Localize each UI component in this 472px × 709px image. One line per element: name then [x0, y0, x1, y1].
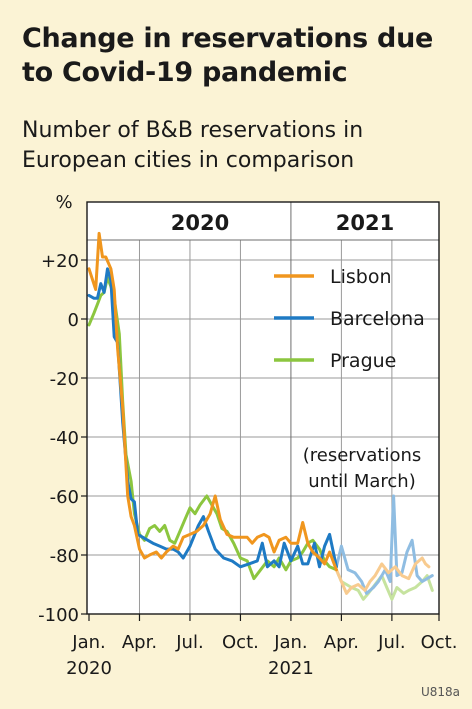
chart-subtitle: Number of B&B reservations in European c…	[22, 118, 364, 173]
y-tick-label: -20	[50, 369, 79, 390]
y-tick-label: -100	[38, 605, 79, 626]
x-tick-label: Oct.	[421, 632, 458, 653]
period-header: 2020 2021	[87, 211, 439, 241]
x-year-label: 2020	[66, 658, 112, 679]
x-tick-label: Oct.	[222, 632, 259, 653]
x-tick-label: Apr.	[324, 632, 359, 653]
x-tick-label: Jul.	[377, 632, 405, 653]
plot-frame	[86, 201, 440, 615]
stamp-code: U818a	[420, 685, 460, 699]
y-axis-label: %	[55, 192, 72, 213]
x-year-label: 2021	[268, 658, 314, 679]
legend: Lisbon Barcelona Prague	[274, 266, 425, 372]
x-tick-label: Apr.	[122, 632, 157, 653]
series-line-lisbon	[87, 231, 338, 572]
y-tick-label: -40	[50, 428, 79, 449]
legend-label-lisbon: Lisbon	[330, 266, 392, 288]
x-tick-label: Jul.	[175, 632, 203, 653]
axes: % -100 -80 -60 -40 -20 0 +20 Jan. Apr. Jul. Oct. Jan…	[38, 192, 457, 679]
legend-label-barcelona: Barcelona	[330, 308, 425, 330]
y-tick-label: +20	[41, 251, 79, 272]
chart-title: Change in reservations due to Covid-19 p…	[22, 23, 434, 88]
series-line-barcelona-2021-faded	[334, 494, 434, 595]
x-tick-label: Jan.	[71, 632, 105, 653]
y-tick-label: -80	[50, 546, 79, 567]
period-label: 2021	[336, 211, 394, 235]
annotation-reservations-until-march: (reservations until March)	[303, 445, 422, 492]
series-lines	[87, 231, 434, 601]
y-tick-label: -60	[50, 487, 79, 508]
legend-label-prague: Prague	[330, 350, 396, 372]
x-tick-label: Jan.	[273, 632, 307, 653]
period-label: 2020	[171, 211, 229, 235]
series-line-lisbon-2021-faded	[334, 556, 431, 595]
y-tick-label: 0	[68, 310, 79, 331]
